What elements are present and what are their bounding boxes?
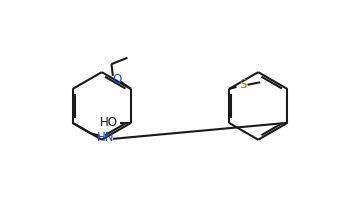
Text: HN: HN — [97, 131, 115, 144]
Text: HO: HO — [100, 116, 118, 129]
Text: O: O — [112, 73, 121, 86]
Text: S: S — [239, 78, 246, 91]
